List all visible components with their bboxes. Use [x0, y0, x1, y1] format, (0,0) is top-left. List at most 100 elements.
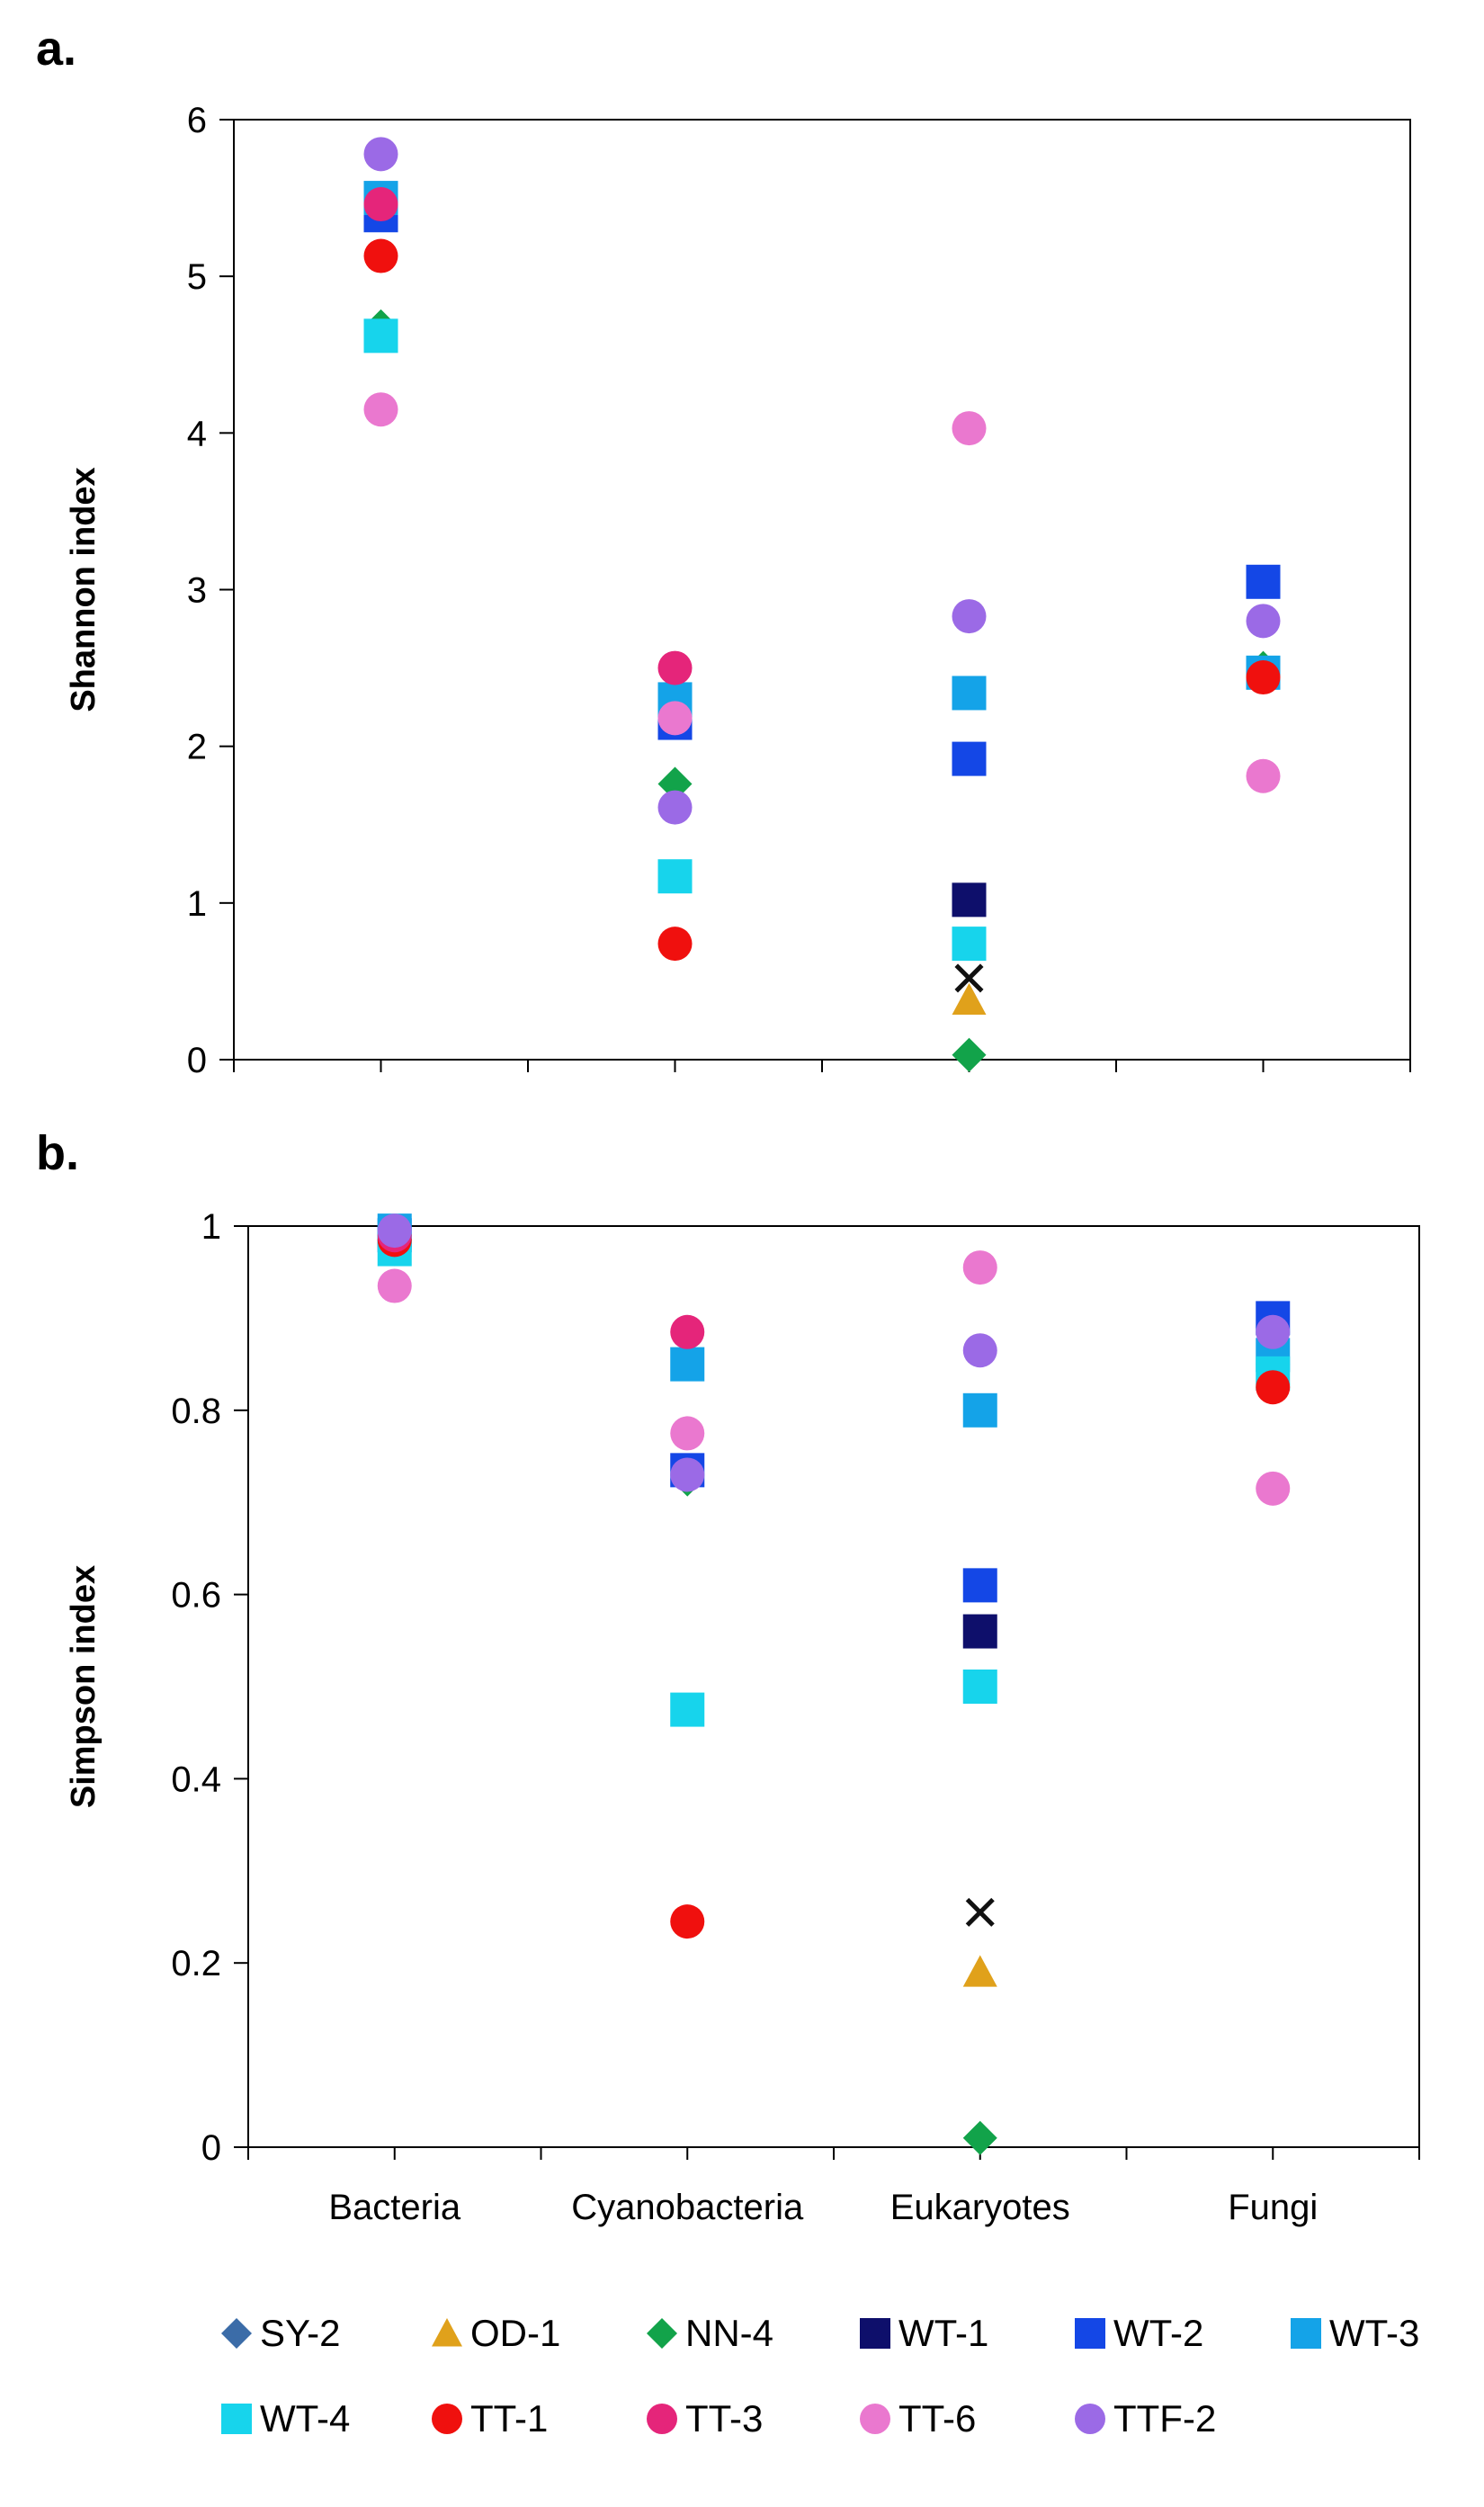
plot-frame	[233, 119, 1411, 1061]
y-tick-label: 2	[187, 728, 207, 767]
legend-label-sy-2: SY-2	[260, 2312, 341, 2354]
legend-item-wt-1: WT-1	[860, 2312, 988, 2354]
data-point-nn-4-cyanobacteria	[657, 766, 693, 801]
data-point-wt-3-eukaryotes	[962, 1392, 997, 1428]
data-point-wt-2-eukaryotes	[952, 741, 987, 776]
legend-marker-nn-4	[647, 2318, 677, 2349]
data-point-ttf-2-eukaryotes	[952, 599, 987, 634]
plot-frame	[247, 1225, 1420, 2148]
data-point-od-1-eukaryotes	[952, 982, 987, 1015]
y-tick-label: 0	[187, 1041, 207, 1080]
legend: SY-2 OD-1 NN-4 WT-1 WT-2 WT-3 WT-4 TT-1 TT-3 TT-6…	[221, 2312, 1419, 2440]
legend-marker-wt-4	[221, 2404, 252, 2434]
data-point-ttf-2-cyanobacteria	[657, 790, 693, 825]
legend-marker-tt-6	[860, 2404, 890, 2434]
y-tick-label: 1	[201, 1207, 221, 1247]
legend-marker-wt-3	[1291, 2318, 1321, 2349]
data-point-wt-1-eukaryotes	[952, 882, 987, 918]
data-point-unlabeled-eukaryotes	[965, 1897, 995, 1927]
legend-item-tt-3: TT-3	[647, 2397, 763, 2440]
data-point-nn-4-eukaryotes	[962, 2120, 997, 2155]
y-tick-label: 0	[201, 2128, 221, 2168]
legend-label-nn-4: NN-4	[685, 2312, 773, 2354]
data-point-tt-1-fungi	[1256, 1370, 1291, 1405]
data-point-ttf-2-fungi	[1246, 604, 1281, 639]
legend-label-wt-1: WT-1	[898, 2312, 988, 2354]
legend-label-tt-6: TT-6	[898, 2397, 976, 2440]
data-point-tt-6-cyanobacteria	[657, 701, 693, 736]
panel-label: a.	[36, 22, 76, 76]
data-point-wt-4-eukaryotes	[962, 1670, 997, 1704]
data-point-ttf-2-fungi	[1256, 1314, 1291, 1349]
data-point-tt-3-bacteria	[363, 187, 398, 222]
y-tick-label: 6	[187, 101, 207, 140]
legend-item-wt-4: WT-4	[221, 2397, 350, 2440]
data-point-ttf-2-bacteria	[377, 1213, 412, 1249]
legend-label-wt-3: WT-3	[1329, 2312, 1419, 2354]
legend-marker-tt-3	[647, 2404, 677, 2434]
data-point-wt-4-eukaryotes	[952, 927, 987, 962]
legend-marker-sy-2	[221, 2318, 252, 2349]
y-tick-label: 0.2	[171, 1944, 221, 1983]
x-tick-label-eukaryotes: Eukaryotes	[890, 2188, 1070, 2227]
data-point-wt-2-fungi	[1246, 564, 1281, 599]
legend-marker-tt-1	[432, 2404, 462, 2434]
x-tick-label-cyanobacteria: Cyanobacteria	[571, 2188, 804, 2227]
data-point-ttf-2-cyanobacteria	[670, 1457, 705, 1492]
data-point-wt-4-bacteria	[363, 318, 398, 354]
legend-label-wt-4: WT-4	[260, 2397, 350, 2440]
data-point-tt-6-bacteria	[377, 1268, 412, 1303]
data-point-nn-4-eukaryotes	[952, 1037, 987, 1072]
data-point-wt-3-eukaryotes	[952, 676, 987, 711]
y-tick-label: 0.4	[171, 1759, 221, 1799]
data-point-wt-1-eukaryotes	[962, 1614, 997, 1649]
data-point-wt-2-eukaryotes	[962, 1568, 997, 1603]
legend-label-ttf-2: TTF-2	[1113, 2397, 1216, 2440]
legend-label-tt-1: TT-1	[470, 2397, 548, 2440]
data-point-tt-3-cyanobacteria	[657, 650, 693, 685]
legend-item-sy-2: SY-2	[221, 2312, 341, 2354]
legend-item-od-1: OD-1	[432, 2312, 560, 2354]
y-axis-title: Shannon index	[65, 467, 103, 712]
legend-marker-ttf-2	[1075, 2404, 1105, 2434]
legend-label-tt-3: TT-3	[685, 2397, 763, 2440]
x-tick-label-fungi: Fungi	[1228, 2188, 1318, 2227]
data-point-tt-1-fungi	[1246, 660, 1281, 695]
data-point-wt-4-cyanobacteria	[657, 859, 693, 894]
y-tick-label: 5	[187, 257, 207, 297]
y-axis-title: Simpson index	[65, 1565, 103, 1808]
data-point-tt-1-cyanobacteria	[670, 1904, 705, 1939]
data-point-wt-4-cyanobacteria	[670, 1692, 705, 1727]
data-point-od-1-eukaryotes	[962, 1955, 997, 1987]
legend-item-ttf-2: TTF-2	[1075, 2397, 1216, 2440]
legend-label-od-1: OD-1	[470, 2312, 560, 2354]
data-point-tt-6-eukaryotes	[952, 411, 987, 446]
legend-item-nn-4: NN-4	[647, 2312, 773, 2354]
chart-panel-a: a. 0 1 2 3 4 5 6 Shannon index	[36, 22, 1411, 1080]
data-point-tt-6-cyanobacteria	[670, 1416, 705, 1451]
data-point-wt-3-cyanobacteria	[670, 1347, 705, 1382]
legend-item-tt-6: TT-6	[860, 2397, 976, 2440]
data-point-tt-6-fungi	[1256, 1471, 1291, 1506]
y-tick-label: 3	[187, 571, 207, 611]
data-point-tt-1-cyanobacteria	[657, 927, 693, 962]
legend-item-wt-2: WT-2	[1075, 2312, 1203, 2354]
legend-item-wt-3: WT-3	[1291, 2312, 1419, 2354]
y-tick-label: 0.6	[171, 1576, 221, 1616]
data-point-tt-6-bacteria	[363, 392, 398, 427]
data-point-tt-6-eukaryotes	[962, 1250, 997, 1285]
legend-marker-wt-2	[1075, 2318, 1105, 2349]
panel-label: b.	[36, 1126, 79, 1180]
data-point-tt-3-cyanobacteria	[670, 1314, 705, 1349]
x-tick-label-bacteria: Bacteria	[328, 2188, 460, 2227]
data-point-tt-6-fungi	[1246, 758, 1281, 793]
y-tick-label: 1	[187, 884, 207, 924]
y-tick-label: 4	[187, 414, 207, 453]
legend-marker-od-1	[432, 2318, 462, 2347]
data-point-ttf-2-bacteria	[363, 137, 398, 172]
y-tick-label: 0.8	[171, 1392, 221, 1431]
legend-marker-wt-1	[860, 2318, 890, 2349]
data-point-unlabeled-eukaryotes	[954, 963, 984, 993]
chart-panel-b: b. 0 0.2 0.4 0.6 0.8 1 Bacteria Cyanobacteria Euk…	[36, 1126, 1420, 2227]
